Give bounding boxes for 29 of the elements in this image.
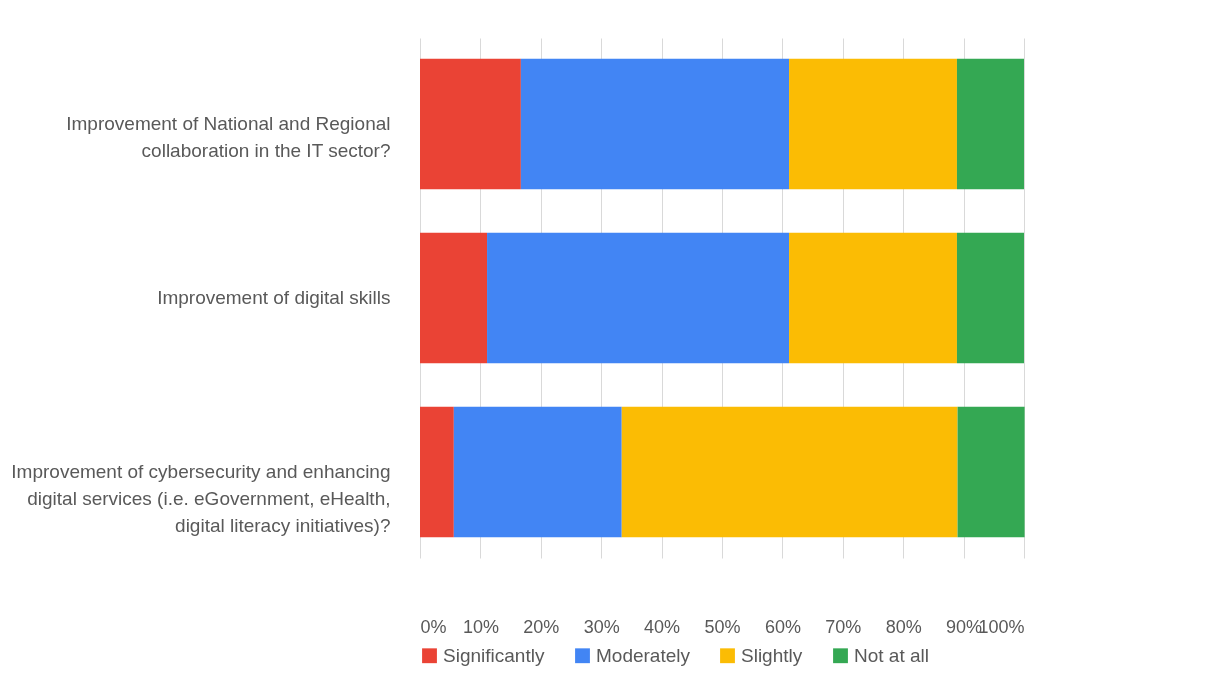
x-tick-label: 50% bbox=[704, 616, 741, 637]
bar bbox=[420, 58, 521, 190]
x-tick-label: 90% bbox=[946, 616, 983, 637]
legend-label: Slightly bbox=[741, 644, 803, 666]
x-tick-label: 10% bbox=[462, 616, 499, 637]
y-tick-label: Improvement of cybersecurity and enhancing digital services (i.e. eGovernment, eHealth, digital literacy initiatives)? bbox=[11, 460, 391, 536]
bar bbox=[487, 232, 790, 364]
bar bbox=[621, 406, 958, 538]
x-tick-label: 60% bbox=[764, 616, 801, 637]
legend-label: Moderately bbox=[596, 644, 691, 666]
bar bbox=[520, 58, 790, 190]
bar bbox=[420, 406, 454, 538]
bar bbox=[956, 58, 1024, 190]
bar bbox=[453, 406, 622, 538]
legend-label: Significantly bbox=[443, 644, 545, 666]
x-tick-label: 70% bbox=[825, 616, 862, 637]
bar bbox=[420, 232, 488, 364]
x-tick-label: 80% bbox=[885, 616, 922, 637]
bar bbox=[957, 406, 1025, 538]
legend-label: Not at all bbox=[854, 644, 929, 666]
x-tick-label: 30% bbox=[583, 616, 620, 637]
x-tick-label: 20% bbox=[523, 616, 560, 637]
x-tick-label: 40% bbox=[644, 616, 681, 637]
x-tick-label: 0% bbox=[420, 616, 447, 637]
bar bbox=[789, 58, 957, 190]
bar bbox=[956, 232, 1024, 364]
y-tick-label: Improvement of digital skills bbox=[157, 287, 391, 308]
y-tick-label: Improvement of National and Regional collaboration in the IT sector? bbox=[66, 113, 391, 162]
bar bbox=[789, 232, 957, 364]
